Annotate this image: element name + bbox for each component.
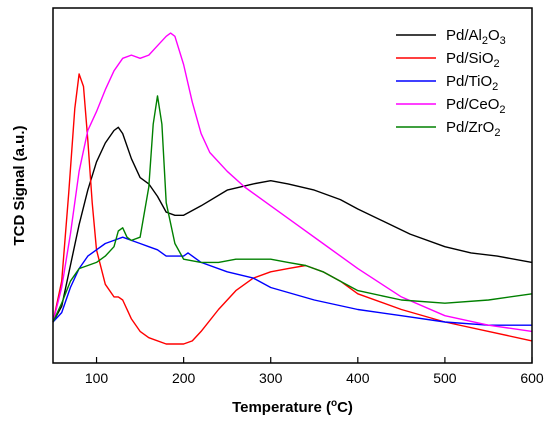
x-tick-label: 400 [346,370,370,386]
series-line-5 [52,95,533,323]
legend: Pd/Al2O3 Pd/SiO2 Pd/TiO2 Pd/CeO2 Pd/ZrO2 [396,27,506,139]
series-line-3 [52,236,532,326]
x-axis-ticks: 100 200 300 400 500 600 [85,357,544,386]
x-tick-label: 600 [520,370,544,386]
x-tick-label: 300 [259,370,283,386]
x-tick-label: 100 [85,370,109,386]
x-tick-label: 200 [172,370,196,386]
plot-frame [52,7,533,364]
legend-label-4: Pd/CeO2 [446,96,505,116]
legend-label-3: Pd/TiO2 [446,73,498,93]
series-line-1 [52,126,533,323]
legend-label-1: Pd/Al2O3 [446,27,506,47]
y-axis-title: TCD Signal (a.u.) [11,125,28,245]
legend-label-5: Pd/ZrO2 [446,119,500,139]
x-axis-title: Temperature (oC) [232,398,353,416]
x-tick-label: 500 [433,370,457,386]
series-line-2 [52,73,533,345]
plot-lines [52,32,533,345]
series-line-4 [52,32,533,333]
legend-label-2: Pd/SiO2 [446,50,500,70]
